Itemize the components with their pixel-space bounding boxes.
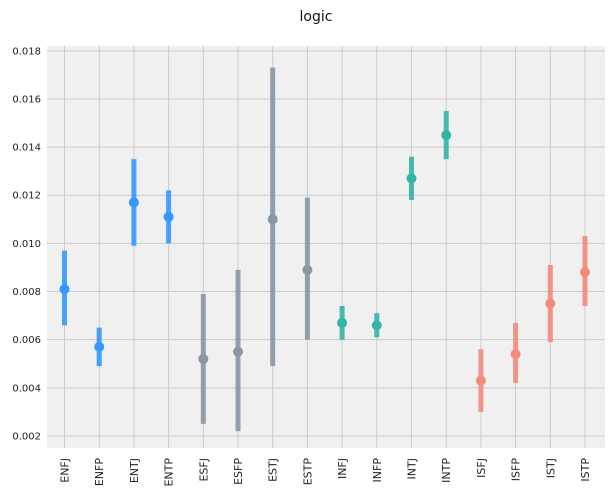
x-tick-label: ENFJ <box>59 458 72 483</box>
x-tick-label: INTP <box>440 458 453 483</box>
y-axis: 0.002 0.004 0.006 0.008 0.010 0.012 0.014 0.016… <box>12 46 41 442</box>
y-tick-label: 0.004 <box>12 383 41 394</box>
point-isfj <box>475 375 486 386</box>
point-esfp <box>233 346 243 357</box>
x-tick-label: ENTJ <box>128 458 141 483</box>
y-tick-label: 0.016 <box>12 94 41 105</box>
point-entp <box>163 211 174 222</box>
point-enfj <box>59 284 70 295</box>
point-intp <box>441 130 452 141</box>
point-enfp <box>94 341 105 352</box>
plot-area <box>47 46 605 448</box>
grid <box>47 46 605 448</box>
x-tick-label: ISFJ <box>475 458 488 478</box>
x-tick-label: ISTJ <box>544 458 557 478</box>
x-tick-label: ESFP <box>232 458 245 485</box>
point-estp <box>302 264 313 275</box>
y-tick-label: 0.014 <box>12 143 41 154</box>
x-tick-label: INTJ <box>406 458 419 479</box>
x-tick-label: ISTP <box>579 458 592 482</box>
y-tick-label: 0.006 <box>12 335 41 346</box>
chart-title: logic <box>300 9 333 25</box>
point-istp <box>580 267 590 278</box>
x-tick-label: ESFJ <box>197 458 210 482</box>
x-tick-label: ESTP <box>301 458 314 486</box>
y-tick-label: 0.018 <box>12 46 41 57</box>
x-axis: ENFJ ENFP ENTJ ENTP ESFJ ESFP ESTJ ESTP INFJ INFP… <box>59 458 593 487</box>
y-tick-label: 0.010 <box>12 239 41 250</box>
x-tick-label: ISFP <box>510 458 523 482</box>
y-tick-label: 0.002 <box>12 431 41 442</box>
point-intj <box>406 173 417 184</box>
point-infp <box>371 320 382 331</box>
point-istj <box>545 298 556 309</box>
x-tick-label: ESTJ <box>267 458 280 482</box>
point-entj <box>128 197 139 208</box>
x-tick-label: INFJ <box>336 458 349 479</box>
x-tick-label: ENTP <box>163 458 176 487</box>
x-tick-label: ENFP <box>93 458 106 487</box>
point-esfj <box>198 353 209 364</box>
point-estj <box>267 214 278 225</box>
point-isfp <box>510 349 521 360</box>
point-infj <box>337 317 348 328</box>
y-tick-label: 0.008 <box>12 287 41 298</box>
data-marks <box>59 67 590 432</box>
y-tick-label: 0.012 <box>12 191 41 202</box>
x-tick-label: INFP <box>371 458 384 483</box>
